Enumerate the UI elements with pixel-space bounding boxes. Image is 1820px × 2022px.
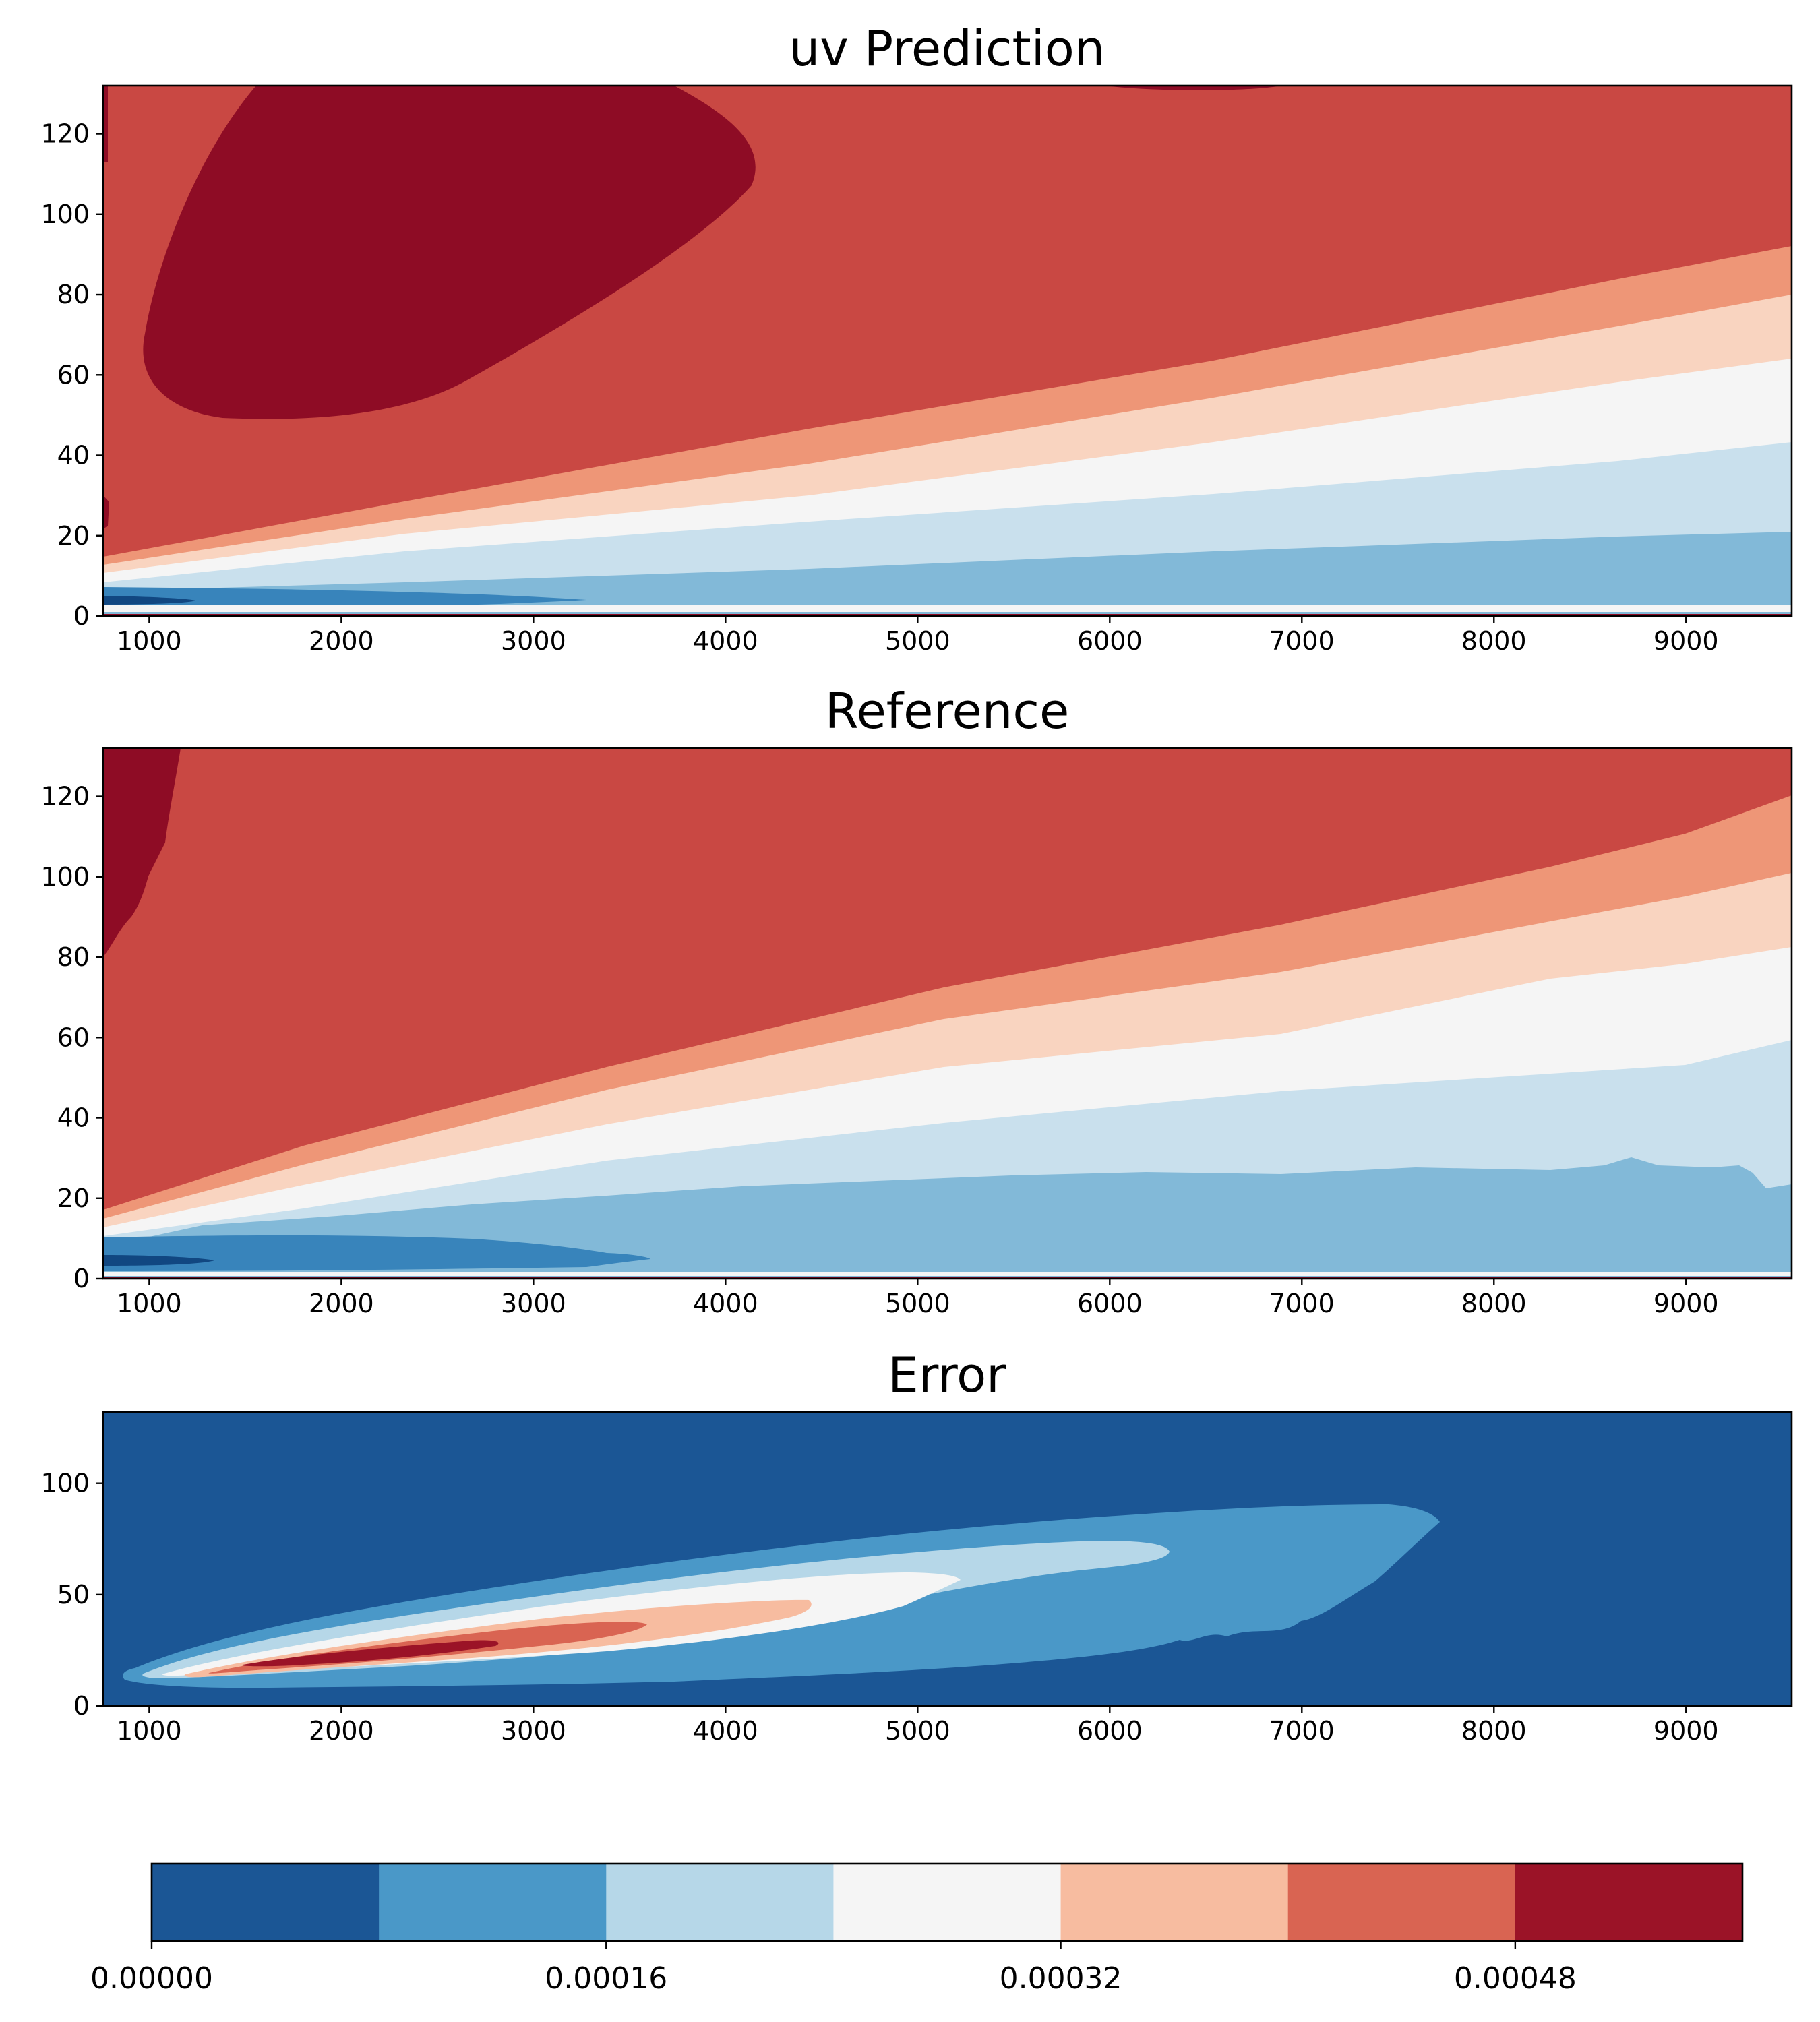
prediction-y-tick-label: 80 (57, 280, 90, 309)
prediction-region-darkest-red (143, 86, 756, 419)
colorbar-segments (152, 1864, 1743, 1941)
colorbar-segment (152, 1864, 380, 1941)
reference-y-tick-label: 60 (57, 1022, 90, 1052)
prediction-x-tick-label: 5000 (885, 626, 950, 656)
colorbar-segment (1515, 1864, 1743, 1941)
prediction-region-wall (103, 605, 1792, 612)
reference-region-blue (103, 1235, 650, 1271)
reference-y-tick-label: 80 (57, 942, 90, 972)
error-x-tick-label: 6000 (1077, 1716, 1143, 1746)
prediction-x-ticks: 1000 2000 3000 4000 5000 6000 7000 8000 9000 (117, 616, 1719, 656)
reference-x-tick-label: 7000 (1269, 1289, 1335, 1318)
colorbar-segment (1287, 1864, 1516, 1941)
reference-y-tick-label: 40 (57, 1103, 90, 1133)
prediction-x-tick-label: 6000 (1077, 626, 1143, 656)
panel-reference: Reference 1000 2000 3000 4000 5000 6000 7000 80… (40, 683, 1793, 1318)
prediction-x-tick-label: 7000 (1269, 626, 1335, 656)
error-x-tick-label: 4000 (693, 1716, 758, 1746)
reference-y-tick-label: 20 (57, 1184, 90, 1213)
reference-x-tick-label: 2000 (309, 1289, 374, 1318)
prediction-title: uv Prediction (789, 20, 1105, 77)
error-y-tick-label: 0 (73, 1691, 90, 1721)
prediction-y-tick-label: 120 (40, 119, 90, 149)
prediction-x-tick-label: 9000 (1654, 626, 1719, 656)
colorbar: 0.00000 0.00016 0.00032 0.00048 (90, 1862, 1744, 1996)
reference-x-tick-label: 1000 (117, 1289, 182, 1318)
prediction-region-darkest-red-top (1105, 86, 1281, 90)
error-axes-frame (102, 1411, 1793, 1707)
reference-y-tick-label: 100 (40, 862, 90, 892)
reference-x-tick-label: 8000 (1461, 1289, 1527, 1318)
error-y-ticks: 0 50 100 (40, 1469, 103, 1721)
colorbar-ticks: 0.00000 0.00016 0.00032 0.00048 (90, 1941, 1577, 1996)
error-x-tick-label: 8000 (1461, 1716, 1527, 1746)
error-x-tick-label: 3000 (501, 1716, 566, 1746)
prediction-y-ticks: 0 20 40 60 80 100 120 (40, 119, 103, 631)
prediction-y-tick-label: 40 (57, 441, 90, 470)
prediction-region-midblue (103, 532, 1792, 616)
colorbar-segment (833, 1864, 1062, 1941)
reference-axes-frame (102, 747, 1793, 1280)
colorbar-tick-label: 0.00048 (1454, 1961, 1577, 1996)
error-title: Error (888, 1347, 1006, 1403)
colorbar-tick-label: 0.00016 (545, 1961, 667, 1996)
reference-y-tick-label: 120 (40, 782, 90, 811)
prediction-y-tick-label: 20 (57, 521, 90, 551)
prediction-x-tick-label: 4000 (693, 626, 758, 656)
colorbar-frame (150, 1862, 1744, 1942)
error-x-tick-label: 7000 (1269, 1716, 1335, 1746)
reference-title: Reference (825, 683, 1070, 739)
reference-x-tick-label: 9000 (1654, 1289, 1719, 1318)
error-contours (103, 1412, 1792, 1706)
reference-x-tick-label: 5000 (885, 1289, 950, 1318)
reference-x-tick-label: 4000 (693, 1289, 758, 1318)
prediction-axes-frame (102, 84, 1793, 617)
error-region-level-6 (241, 1640, 499, 1667)
colorbar-segment (1060, 1864, 1289, 1941)
colorbar-segment (606, 1864, 834, 1941)
prediction-contours (103, 86, 1792, 616)
colorbar-tick-label: 0.00000 (90, 1961, 213, 1996)
reference-x-ticks: 1000 2000 3000 4000 5000 6000 7000 8000 9000 (117, 1279, 1719, 1318)
prediction-region-darkblue (103, 596, 195, 605)
error-x-tick-label: 9000 (1654, 1716, 1719, 1746)
prediction-y-tick-label: 100 (40, 200, 90, 229)
reference-contours (103, 748, 1792, 1279)
reference-region-darkest-red (103, 748, 181, 957)
reference-region-darkblue (103, 1255, 214, 1266)
reference-region-wall (103, 1272, 1792, 1276)
reference-y-tick-label: 0 (73, 1264, 90, 1293)
prediction-y-tick-label: 60 (57, 360, 90, 390)
colorbar-segment (379, 1864, 607, 1941)
reference-x-tick-label: 6000 (1077, 1289, 1143, 1318)
prediction-x-tick-label: 2000 (309, 626, 374, 656)
colorbar-tick-label: 0.00032 (1000, 1961, 1122, 1996)
prediction-x-tick-label: 3000 (501, 626, 566, 656)
error-x-tick-label: 1000 (117, 1716, 182, 1746)
reference-y-ticks: 0 20 40 60 80 100 120 (40, 782, 103, 1293)
error-y-tick-label: 50 (57, 1580, 90, 1610)
prediction-x-tick-label: 8000 (1461, 626, 1527, 656)
error-x-ticks: 1000 2000 3000 4000 5000 6000 7000 8000 9000 (117, 1706, 1719, 1746)
prediction-y-tick-label: 0 (73, 601, 90, 631)
panel-prediction: uv Prediction 1000 2000 3000 4000 5000 6000 70… (40, 20, 1793, 656)
reference-x-tick-label: 3000 (501, 1289, 566, 1318)
prediction-x-tick-label: 1000 (117, 626, 182, 656)
error-x-tick-label: 5000 (885, 1716, 950, 1746)
error-y-tick-label: 100 (40, 1469, 90, 1498)
panel-error: Error 1000 2000 3000 4000 5000 6000 7000 8000 90… (40, 1347, 1793, 1746)
error-x-tick-label: 2000 (309, 1716, 374, 1746)
